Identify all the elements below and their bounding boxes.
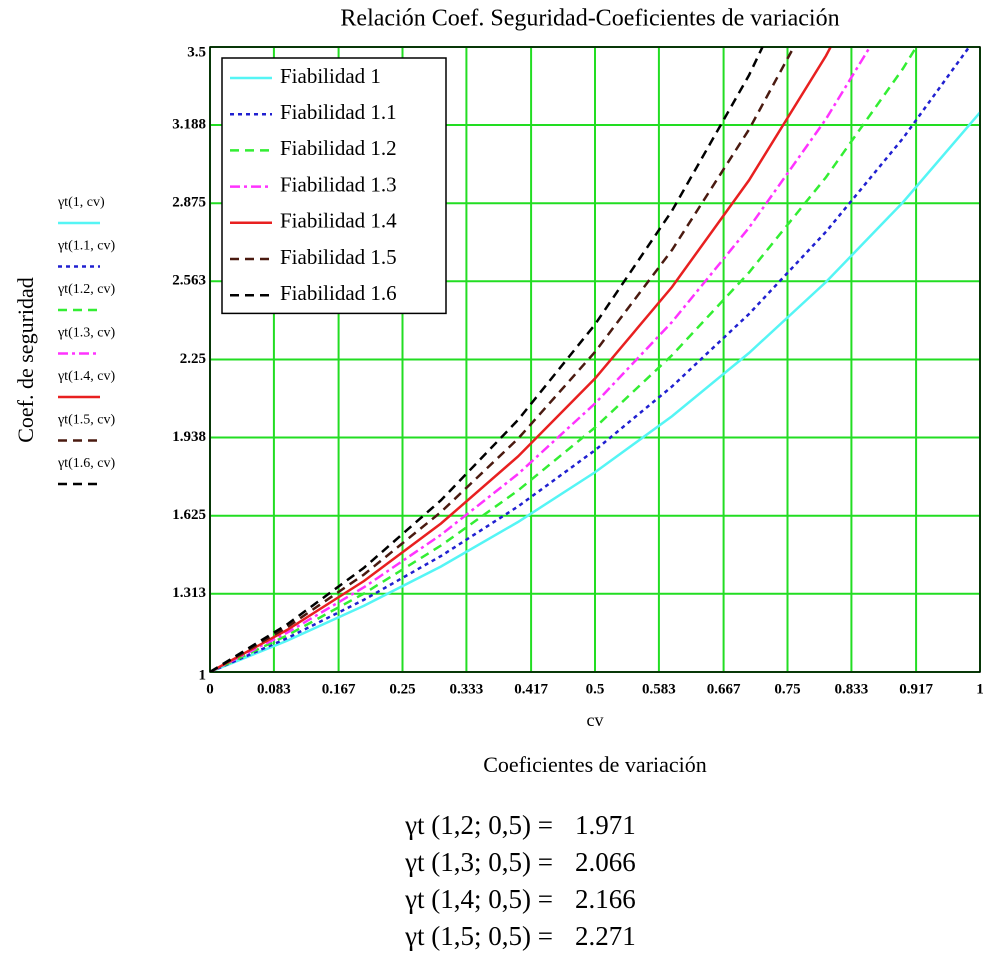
result-value: 2.271 <box>575 921 636 951</box>
series-line <box>210 47 918 672</box>
trace-label: γt(1.6, cv) <box>57 456 115 471</box>
legend: Fiabilidad 1 Fiabilidad 1.1 Fiabilidad 1.2… <box>221 57 447 315</box>
x-axis-title: Coeficientes de variación <box>483 752 707 777</box>
result-label: γt (1,5; 0,5) = <box>404 921 553 951</box>
x-tick-label: 0.667 <box>707 681 741 697</box>
result-label: γt (1,4; 0,5) = <box>404 884 553 914</box>
x-axis-label: cv <box>587 710 604 730</box>
legend-label: Fiabilidad 1 <box>280 64 381 88</box>
legend-label: Fiabilidad 1.2 <box>280 136 397 160</box>
y-tick-label: 1.938 <box>172 429 206 445</box>
trace-label: γt(1.4, cv) <box>57 369 115 384</box>
plot-lines <box>210 47 980 672</box>
trace-label: γt(1.1, cv) <box>57 239 115 254</box>
y-tick-label: 1.313 <box>172 585 206 601</box>
y-tick-label: 3.188 <box>172 116 206 132</box>
y-tick-label: 3.5 <box>187 44 206 60</box>
chart-title: Relación Coef. Seguridad-Coeficientes de… <box>340 6 839 32</box>
x-tick-label: 0.083 <box>257 681 291 697</box>
result-value: 2.166 <box>575 884 636 914</box>
legend-label: Fiabilidad 1.5 <box>280 245 397 269</box>
series-line <box>210 47 764 672</box>
result-label: γt (1,2; 0,5) = <box>404 810 553 840</box>
legend-label: Fiabilidad 1.6 <box>280 281 397 305</box>
trace-label: γt(1.3, cv) <box>57 326 115 341</box>
trace-label: γt(1, cv) <box>57 195 105 210</box>
y-tick-label: 2.25 <box>180 351 206 367</box>
trace-labels: γt(1, cv) γt(1.1, cv) γt(1.2, cv) γt(1.3, c… <box>57 195 115 486</box>
legend-label: Fiabilidad 1.3 <box>280 172 397 196</box>
result-label: γt (1,3; 0,5) = <box>404 847 553 877</box>
x-tick-label: 0.583 <box>642 681 676 697</box>
x-tick-label: 0.25 <box>389 681 415 697</box>
y-axis-title: Coef. de seguridad <box>13 277 38 443</box>
y-tick-label: 2.875 <box>172 195 206 211</box>
legend-label: Fiabilidad 1.4 <box>280 209 397 233</box>
y-tick-label: 2.563 <box>172 273 206 289</box>
x-tick-label: 0.167 <box>322 681 356 697</box>
trace-label: γt(1.5, cv) <box>57 413 115 428</box>
x-tick-label: 0.5 <box>586 681 605 697</box>
legend-label: Fiabilidad 1.1 <box>280 100 397 124</box>
x-tick-label: 0 <box>206 681 214 697</box>
series-line <box>210 111 980 672</box>
x-tick-label: 1 <box>976 681 984 697</box>
series-line <box>210 47 872 672</box>
result-value: 2.066 <box>575 847 636 877</box>
x-tick-label: 0.917 <box>899 681 933 697</box>
y-tick-label: 1 <box>199 667 207 683</box>
x-tick-label: 0.417 <box>514 681 548 697</box>
y-tick-label: 1.625 <box>172 507 206 523</box>
x-tick-label: 0.833 <box>835 681 869 697</box>
result-value: 1.971 <box>575 810 636 840</box>
plot-frame <box>209 46 981 673</box>
series-line <box>210 47 833 672</box>
trace-label: γt(1.2, cv) <box>57 282 115 297</box>
results: γt (1,2; 0,5) = 1.971 γt (1,3; 0,5) = 2.066… <box>404 810 636 951</box>
series-line <box>210 47 796 672</box>
x-tick-label: 0.75 <box>774 681 800 697</box>
x-tick-label: 0.333 <box>450 681 484 697</box>
